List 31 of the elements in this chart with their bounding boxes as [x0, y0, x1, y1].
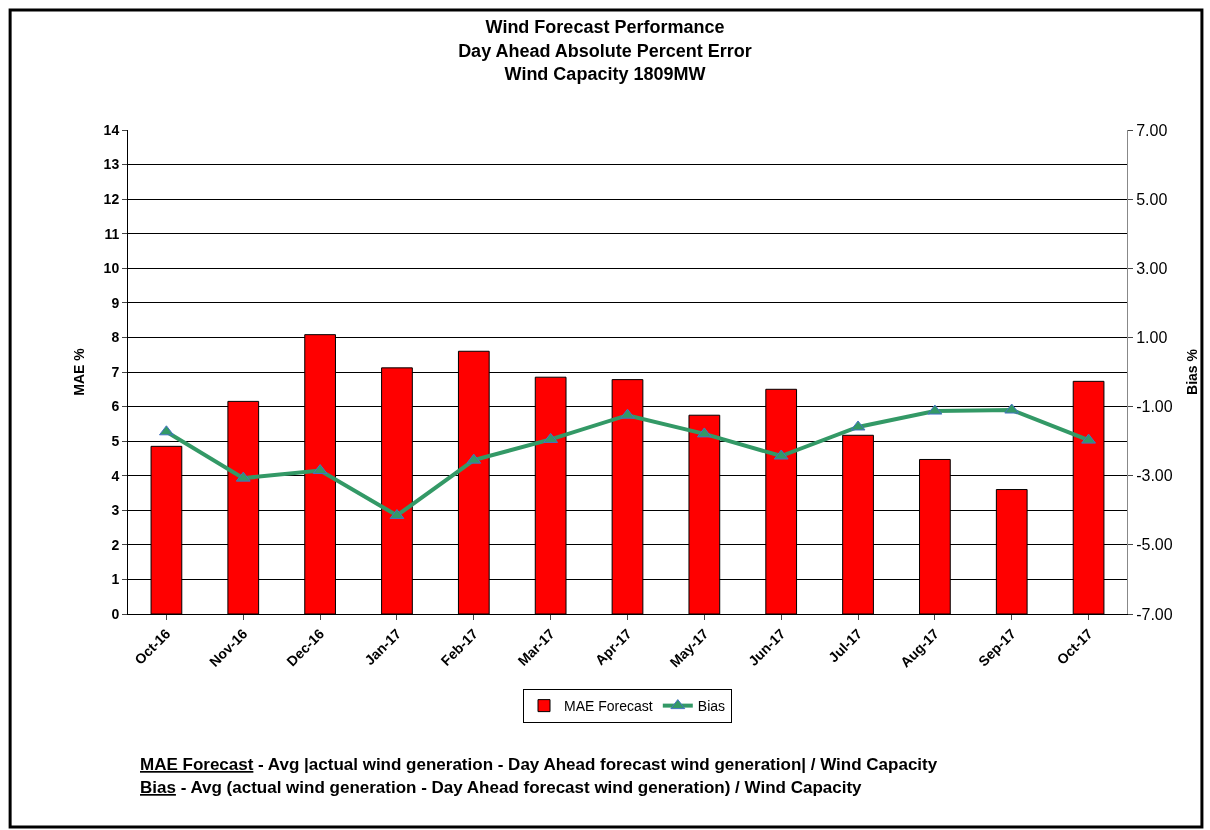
y-tick-label: 4 [111, 467, 120, 484]
point [620, 408, 635, 419]
y-tick-label: 9 [111, 294, 120, 311]
y-tick-label: 2 [111, 536, 120, 553]
y2-tick-label: -3.00 [1136, 467, 1173, 485]
chart-title: Wind Forecast Performance Day Ahead Absolute Percent Error Wind Capacity 1809MW [458, 17, 752, 84]
y-tick-label: 13 [103, 156, 120, 173]
y2-tick-label: 3.00 [1136, 259, 1168, 277]
y-tick-label: 10 [103, 260, 120, 277]
y2-tick-label: 7.00 [1136, 121, 1168, 139]
y-tick-label: 14 [103, 121, 120, 138]
y-axis-title: MAE % [71, 347, 88, 396]
y2-tick-label: -5.00 [1136, 536, 1173, 554]
y2-tick-label: 1.00 [1136, 329, 1168, 347]
y-tick-label: 8 [111, 329, 120, 346]
legend-label: Bias [697, 698, 726, 715]
y-tick-label: 3 [111, 502, 120, 519]
y-tick-label: 1 [111, 571, 120, 588]
legend-label: MAE Forecast [564, 698, 653, 715]
y2-tick-label: -1.00 [1136, 398, 1173, 416]
y-tick-label: 0 [111, 605, 120, 622]
y-tick-label: 12 [103, 191, 120, 208]
y-tick-label: 7 [111, 363, 120, 380]
y2-axis-title: Bias % [1184, 348, 1201, 395]
y2-tick-label: 5.00 [1136, 190, 1168, 208]
y-tick-label: 5 [111, 433, 120, 450]
y-tick-label: 6 [111, 398, 120, 415]
y-tick-label: 11 [104, 225, 120, 242]
text: Bias - Avg (actual wind generation - Day Ahead forecast wind generation) / Wind Capacity [140, 778, 863, 797]
text: MAE Forecast - Avg |actual wind generation - Day Ahead forecast wind generation| / Wind Capacity [140, 755, 938, 774]
y2-tick-label: -7.00 [1136, 605, 1173, 623]
